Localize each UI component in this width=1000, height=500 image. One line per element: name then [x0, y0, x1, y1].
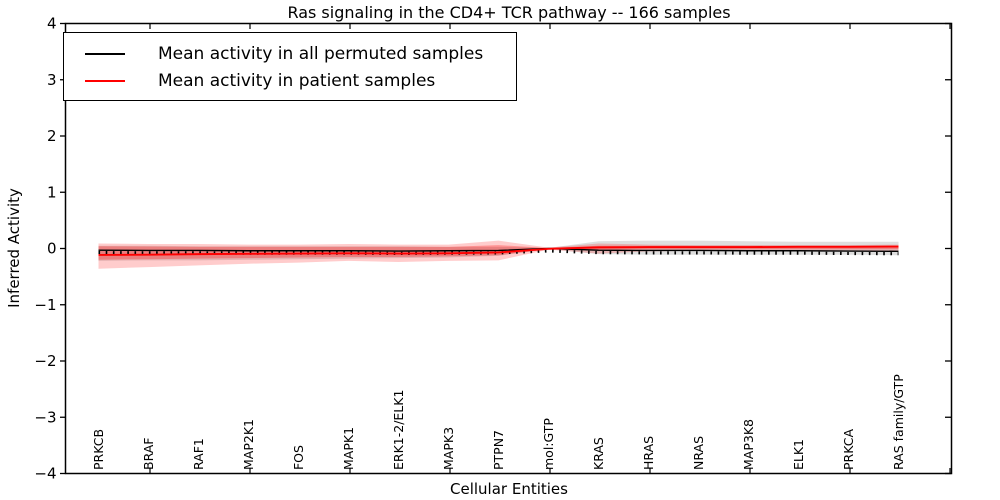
x-category-label: PRKCB — [91, 429, 106, 470]
x-category-label: PRKCA — [841, 429, 856, 470]
legend-line-permuted-icon — [85, 52, 125, 55]
legend-label-patient: Mean activity in patient samples — [158, 70, 436, 91]
y-tick-label: −1 — [34, 296, 56, 314]
x-category-label: RAS family/GTP — [891, 374, 906, 470]
y-tick-label: 0 — [47, 240, 57, 258]
y-tick-label: 3 — [47, 71, 57, 89]
legend-label-permuted: Mean activity in all permuted samples — [158, 43, 484, 64]
chart-title: Ras signaling in the CD4+ TCR pathway --… — [287, 3, 731, 22]
x-category-label: KRAS — [591, 437, 606, 470]
x-category-label: BRAF — [141, 438, 156, 471]
x-category-label: PTPN7 — [491, 430, 506, 470]
x-category-label: RAF1 — [191, 438, 206, 470]
legend-item-permuted: Mean activity in all permuted samples — [64, 40, 516, 67]
x-category-label: MAPK1 — [341, 427, 356, 470]
legend-item-patient: Mean activity in patient samples — [64, 67, 516, 94]
y-tick-label: 4 — [47, 15, 57, 33]
y-tick-label: 1 — [47, 183, 57, 201]
y-tick-label: −4 — [34, 465, 56, 483]
legend: Mean activity in all permuted samples Me… — [63, 32, 517, 101]
x-category-label: ELK1 — [791, 439, 806, 470]
x-category-label: NRAS — [691, 436, 706, 470]
x-category-label: mol:GTP — [541, 418, 556, 470]
x-axis-label: Cellular Entities — [450, 480, 568, 498]
y-tick-label: −3 — [34, 408, 56, 426]
x-category-label: MAP2K1 — [241, 419, 256, 470]
patient-mean-line — [98, 245, 899, 256]
permuted-mean-line — [98, 247, 899, 253]
y-tick-label: 2 — [47, 127, 57, 145]
x-category-label: ERK1-2/ELK1 — [391, 390, 406, 470]
legend-line-patient-icon — [85, 79, 125, 82]
x-category-label: MAP3K8 — [741, 419, 756, 470]
x-category-label: MAPK3 — [441, 427, 456, 470]
x-category-label: HRAS — [641, 436, 656, 470]
x-category-label: FOS — [291, 445, 306, 470]
y-tick-label: −2 — [34, 352, 56, 370]
